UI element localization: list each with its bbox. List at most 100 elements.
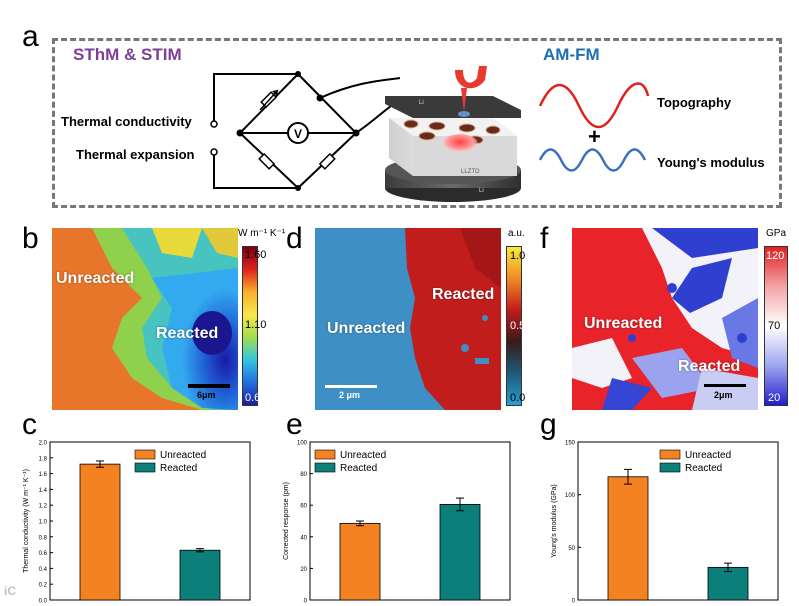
y-tick-label-e: 40 — [300, 535, 307, 541]
bar-c-unreacted — [79, 463, 121, 601]
y-axis-label-c: Thermal conductivity (W m⁻¹ K⁻¹) — [23, 469, 30, 573]
panel-a-frame — [52, 38, 782, 208]
colorbar-f-tick-mid: 70 — [768, 320, 781, 332]
y-tick-label-c: 0.6 — [39, 551, 48, 557]
plot-frame-g — [577, 441, 779, 601]
panel-e-letter: e — [286, 408, 303, 441]
bar-e-unreacted — [339, 522, 381, 601]
y-tick-label-g: 100 — [565, 493, 576, 499]
legend-swatch-e — [314, 462, 336, 473]
scalebar-b-label: 6μm — [197, 390, 216, 400]
legend-swatch-g — [659, 462, 681, 473]
topography-label: Topography — [657, 95, 732, 110]
legend-label-g: Unreacted — [685, 450, 731, 461]
y-tick-label-c: 1.2 — [39, 504, 48, 510]
y-axis-label-g: Young's modulus (GPa) — [551, 484, 558, 557]
legend-label-e: Unreacted — [340, 450, 386, 461]
map-b-reacted-label: Reacted — [156, 325, 219, 342]
am-fm-title: AM-FM — [543, 45, 600, 64]
legend-swatch-c — [134, 449, 156, 460]
panel-d-letter: d — [286, 222, 303, 255]
y-tick-label-e: 20 — [300, 567, 307, 573]
panel-g-letter: g — [540, 408, 557, 441]
panel-b-letter: b — [22, 222, 39, 255]
panel-f-letter: f — [540, 222, 549, 255]
chart-g: 0 50 100 150 Young's modulus (GPa) Unreacted R… — [551, 441, 779, 605]
colorbar-f — [764, 246, 788, 406]
y-tick-label-c: 1.6 — [39, 472, 48, 478]
thermal-conductivity-map: Unreacted Reacted 6μm — [52, 228, 238, 410]
scalebar-f-label: 2μm — [714, 390, 733, 400]
y-tick-label-g: 50 — [568, 546, 575, 552]
bar-g-unreacted — [607, 476, 649, 601]
scalebar-d — [325, 385, 377, 388]
chart-c: 0.0 0.2 0.4 0.6 0.8 1.0 1.2 1.4 1.6 1.8 2.0 Thermal… — [23, 441, 251, 605]
colorbar-d-title: a.u. — [508, 228, 525, 239]
scalebar-b — [188, 384, 230, 388]
am-fm-waves — [538, 82, 650, 172]
llzto-label: LLZTO — [461, 169, 480, 175]
wheatstone-bridge-diagram: V — [210, 71, 400, 191]
colorbar-b-tick-top: 1.60 — [245, 249, 267, 261]
bar-g-reacted — [707, 566, 749, 601]
legend-swatch-g — [659, 449, 681, 460]
thermal-conductivity-label: Thermal conductivity — [61, 114, 192, 129]
map-d-unreacted-label: Unreacted — [327, 320, 406, 337]
y-tick-label-c: 1.4 — [39, 488, 48, 494]
legend-label-e: Reacted — [340, 463, 377, 474]
y-tick-label-e: 60 — [300, 504, 307, 510]
colorbar-b-title: W m⁻¹ K⁻¹ — [238, 228, 286, 239]
plot-frame-e — [309, 441, 511, 601]
y-tick-label-c: 0.8 — [39, 535, 48, 541]
y-axis-label-e: Corrected response (pm) — [283, 482, 290, 560]
chart-e: 0 20 40 60 80 100 Corrected response (pm) Unrea… — [283, 441, 511, 605]
y-tick-label-c: 0.0 — [39, 599, 48, 605]
y-tick-label-e: 0 — [304, 599, 308, 605]
colorbar-d — [506, 246, 522, 406]
map-f-reacted-label: Reacted — [678, 358, 741, 375]
y-tick-label-e: 100 — [297, 441, 308, 447]
youngs-modulus-map: Unreacted Reacted 2μm — [572, 228, 758, 410]
y-tick-label-c: 2.0 — [39, 441, 48, 447]
y-tick-label-g: 0 — [572, 599, 576, 605]
youngs-modulus-label: Young's modulus — [657, 155, 765, 170]
sthm-stim-title: SThM & STIM — [73, 45, 182, 64]
voltmeter-symbol: V — [294, 127, 302, 141]
y-tick-label-c: 1.8 — [39, 456, 48, 462]
watermark: iC — [4, 584, 16, 598]
colorbar-d-tick-top: 1.0 — [510, 250, 526, 262]
corrected-response-map: Reacted Unreacted 2 μm — [315, 228, 501, 410]
li-top-label: Li — [419, 100, 424, 106]
y-tick-label-g: 150 — [565, 441, 576, 447]
scalebar-f — [704, 384, 746, 387]
colorbar-f-title: GPa — [766, 228, 787, 239]
bar-e-reacted — [439, 504, 481, 601]
legend-label-c: Unreacted — [160, 450, 206, 461]
colorbar-b-tick-bottom: 0.60 — [245, 392, 267, 404]
y-tick-label-e: 80 — [300, 472, 307, 478]
legend-label-c: Reacted — [160, 463, 197, 474]
colorbar-d-tick-bottom: 0.0 — [510, 392, 526, 404]
panel-a-letter: a — [22, 20, 39, 53]
colorbar-b — [242, 246, 258, 406]
thermal-expansion-label: Thermal expansion — [76, 147, 195, 162]
plus-sign: + — [588, 124, 601, 149]
legend-label-g: Reacted — [685, 463, 722, 474]
colorbar-f-tick-bottom: 20 — [768, 392, 781, 404]
colorbar-f-tick-top: 120 — [766, 250, 785, 262]
legend-swatch-c — [134, 462, 156, 473]
panel-c-letter: c — [22, 408, 37, 441]
map-d-reacted-label: Reacted — [432, 286, 495, 303]
sample-stack-illustration: Li LLZTO Li — [385, 66, 521, 202]
legend-swatch-e — [314, 449, 336, 460]
y-tick-label-c: 1.0 — [39, 520, 48, 526]
y-tick-label-c: 0.2 — [39, 583, 48, 589]
li-bottom-label: Li — [479, 188, 484, 194]
y-tick-label-c: 0.4 — [39, 567, 48, 573]
map-f-unreacted-label: Unreacted — [584, 315, 663, 332]
bar-c-reacted — [179, 549, 221, 601]
scalebar-d-label: 2 μm — [339, 390, 361, 400]
colorbar-b-tick-mid: 1.10 — [245, 319, 267, 331]
colorbar-d-tick-mid: 0.5 — [510, 320, 526, 332]
map-b-unreacted-label: Unreacted — [56, 270, 135, 287]
